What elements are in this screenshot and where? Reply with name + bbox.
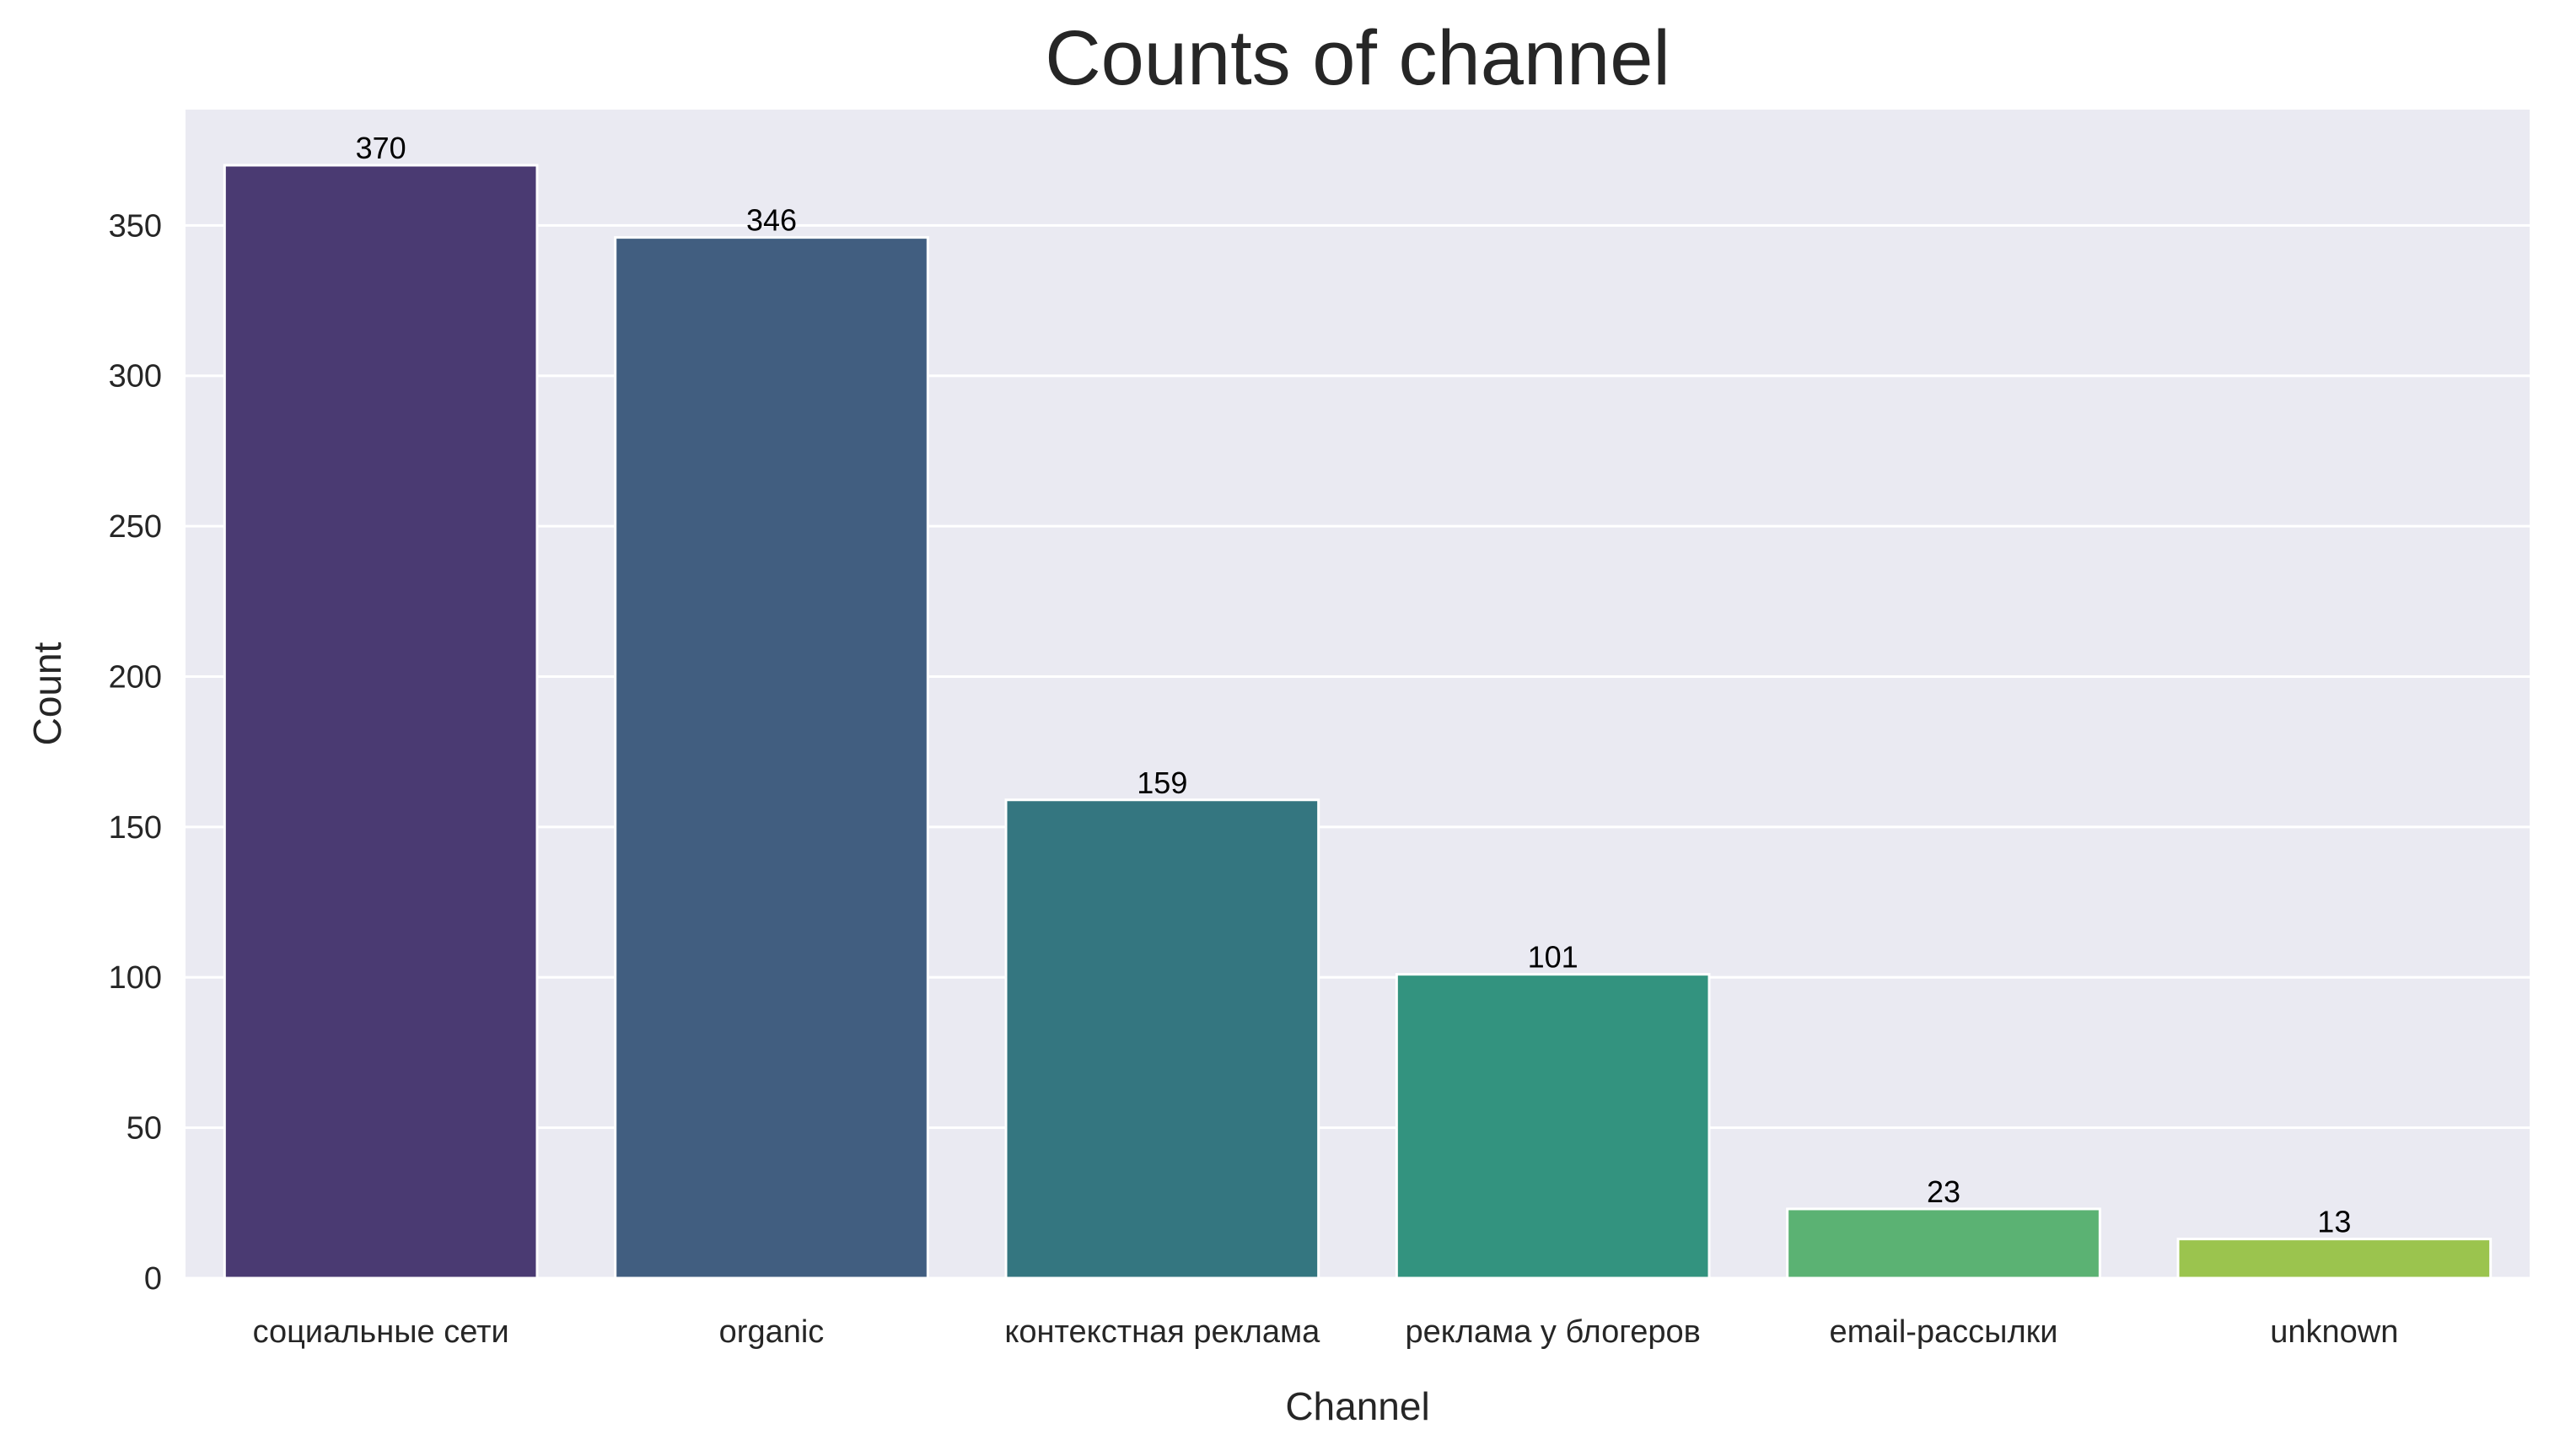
x-tick-label: organic [719,1314,825,1350]
y-tick-label: 100 [109,960,162,996]
bar-value-label: 159 [1137,766,1187,800]
y-tick-label: 50 [126,1111,162,1147]
y-axis-ticks: 0 50 100 150 200 250 300 350 [109,208,162,1297]
bars [223,164,2493,1280]
x-axis-ticks: социальные сети organic контекстная реклам… [253,1314,2399,1350]
y-tick-label: 300 [109,359,162,395]
y-tick-label: 200 [109,659,162,695]
x-tick-label: unknown [2270,1314,2398,1350]
y-tick-label: 350 [109,208,162,244]
plot-area [186,110,2530,1278]
bar-value-label: 346 [746,203,797,238]
bar [1786,1207,2101,1280]
y-tick-label: 250 [109,509,162,545]
bar [1004,798,1320,1280]
y-tick-label: 0 [144,1261,162,1297]
bar-value-label: 101 [1528,940,1578,975]
bar [2176,1238,2493,1280]
grid-lines [186,223,2530,1280]
data-labels: 370 346 159 101 23 13 [356,131,2352,1239]
x-tick-label: email-рассылки [1829,1314,2057,1350]
bar-value-label: 370 [356,131,406,165]
bar-value-label: 23 [1927,1174,1960,1209]
bar [614,236,929,1280]
y-tick-label: 150 [109,810,162,846]
x-axis-label: Channel [1285,1384,1429,1428]
bar-value-label: 13 [2317,1205,2351,1239]
x-tick-label: реклама у блогеров [1405,1314,1700,1350]
x-tick-label: контекстная реклама [1004,1314,1320,1350]
y-axis-label: Count [25,642,69,745]
chart-title: Counts of channel [1045,15,1670,101]
bar [1395,973,1711,1280]
x-tick-label: социальные сети [253,1314,509,1350]
bar [223,164,539,1280]
